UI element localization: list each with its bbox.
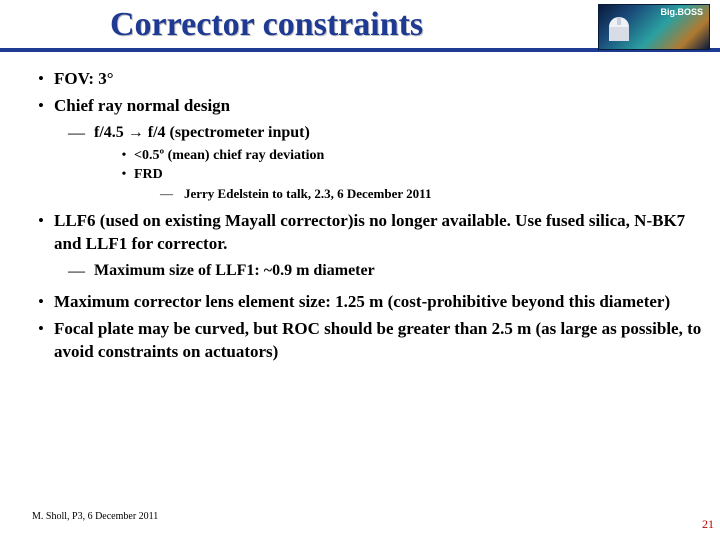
bullet-text: Jerry Edelstein to talk, 2.3, 6 December… — [184, 185, 702, 203]
logo-text: Big.BOSS — [660, 7, 703, 17]
page-number: 21 — [702, 517, 714, 532]
bullet-marker: — — [160, 185, 184, 203]
bullet-text: Maximum corrector lens element size: 1.2… — [54, 291, 702, 314]
bullet-marker: — — [68, 260, 94, 283]
bullet-marker: • — [114, 166, 134, 185]
observatory-icon — [605, 13, 633, 43]
bullet-text: Maximum size of LLF1: ~0.9 m diameter — [94, 260, 702, 283]
bullet-text: FRD — [134, 166, 702, 185]
bullet-l3: • <0.5º (mean) chief ray deviation — [114, 147, 702, 166]
bullet-l1: • Maximum corrector lens element size: 1… — [28, 291, 702, 314]
bullet-marker: — — [68, 122, 94, 145]
bullet-l1: • FOV: 3° — [28, 68, 702, 91]
bullet-text: Focal plate may be curved, but ROC shoul… — [54, 318, 702, 364]
logo: Big.BOSS — [598, 4, 710, 50]
bullet-marker: • — [28, 318, 54, 364]
title-bar: Corrector constraints Big.BOSS — [0, 0, 720, 44]
bullet-text: f/4.5 → f/4 (spectrometer input) — [94, 122, 702, 145]
l2-post: f/4 (spectrometer input) — [144, 124, 310, 141]
bullet-l1: • Chief ray normal design — [28, 95, 702, 118]
footer-author: M. Sholl, P3, 6 December 2011 — [32, 511, 158, 522]
bullet-marker: • — [28, 95, 54, 118]
bullet-marker: • — [28, 68, 54, 91]
arrow-icon: → — [128, 124, 144, 141]
bullet-marker: • — [114, 147, 134, 166]
bullet-text: LLF6 (used on existing Mayall corrector)… — [54, 210, 702, 256]
bullet-text: FOV: 3° — [54, 68, 702, 91]
bullet-l4: — Jerry Edelstein to talk, 2.3, 6 Decemb… — [160, 185, 702, 203]
content-area: • FOV: 3° • Chief ray normal design — f/… — [28, 68, 702, 368]
bullet-l2: — Maximum size of LLF1: ~0.9 m diameter — [68, 260, 702, 283]
slide: Corrector constraints Big.BOSS • FOV: 3°… — [0, 0, 720, 540]
bullet-marker: • — [28, 291, 54, 314]
bullet-l1: • LLF6 (used on existing Mayall correcto… — [28, 210, 702, 256]
bullet-l3: • FRD — [114, 166, 702, 185]
bullet-l2: — f/4.5 → f/4 (spectrometer input) — [68, 122, 702, 145]
bullet-text: <0.5º (mean) chief ray deviation — [134, 147, 702, 166]
bullet-l1: • Focal plate may be curved, but ROC sho… — [28, 318, 702, 364]
bullet-marker: • — [28, 210, 54, 256]
bullet-text: Chief ray normal design — [54, 95, 702, 118]
l2-pre: f/4.5 — [94, 124, 128, 141]
